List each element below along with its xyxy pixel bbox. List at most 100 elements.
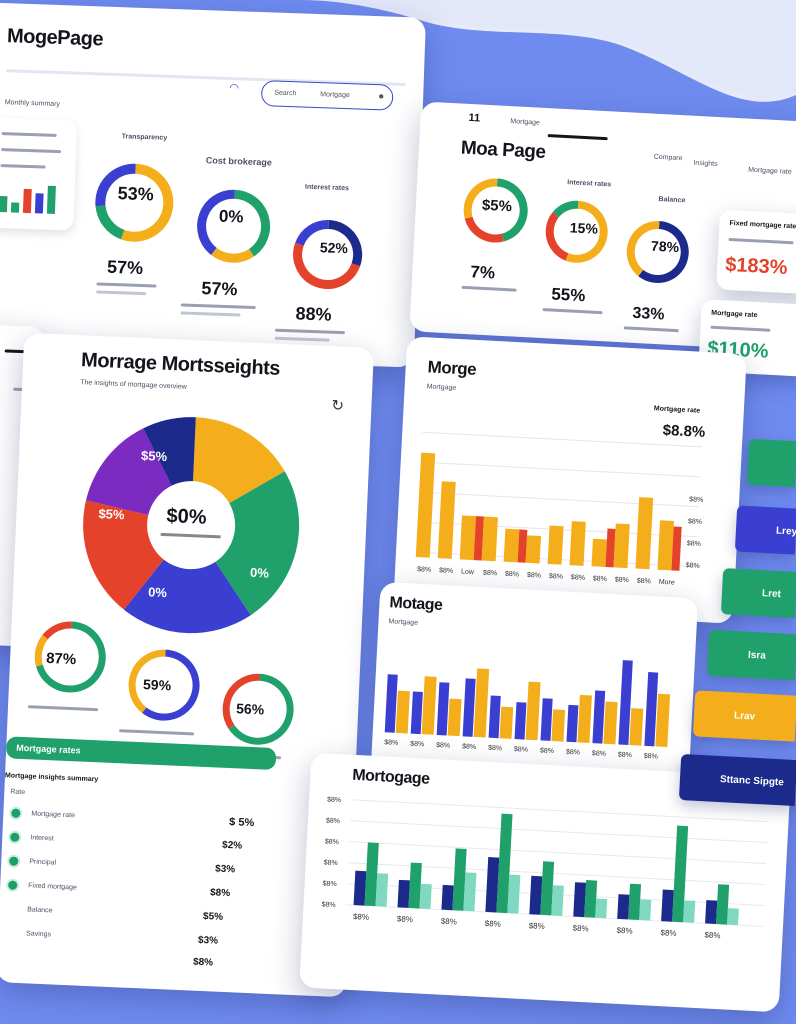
- bar-chart-3: $8% $8% $8% $8% $8% $8% $8% $8% $8% $8% $8% $8% $8% $…: [321, 796, 769, 940]
- bar: [415, 452, 436, 558]
- ring-1-segment: [36, 621, 106, 693]
- bar: [657, 520, 674, 571]
- bar: [410, 691, 423, 735]
- bar: [375, 873, 389, 907]
- stat-card-1: Fixed mortgage rate $183%: [715, 209, 796, 295]
- donut-2-segment: [211, 247, 254, 263]
- bar: [592, 690, 606, 744]
- bar: [421, 676, 437, 735]
- right-tab-1[interactable]: [746, 438, 796, 488]
- list-sub: Rate: [10, 788, 26, 797]
- y-tick-label: $8%: [689, 496, 703, 504]
- bar: [540, 861, 555, 916]
- bar: [447, 698, 462, 737]
- x-tick-label: $8%: [483, 570, 497, 578]
- donut-b-segment: [552, 200, 579, 218]
- bar: [525, 681, 541, 741]
- top-left-donuts: [95, 163, 363, 289]
- bar: [419, 883, 432, 910]
- ring-2-segment: [128, 649, 166, 713]
- bar: [551, 885, 564, 916]
- y-tick-label: $8%: [327, 796, 341, 804]
- bar: [441, 884, 454, 911]
- bar: [517, 529, 528, 563]
- donut-1-segment: [95, 163, 136, 207]
- x-tick-label: $8%: [436, 742, 450, 750]
- bar: [551, 709, 566, 742]
- gridline: [351, 799, 769, 823]
- donut-a-segment: [463, 178, 498, 219]
- gridline: [422, 431, 702, 448]
- bar: [529, 875, 543, 915]
- bar: [584, 880, 598, 918]
- y-tick-label: $8%: [325, 838, 339, 846]
- bar-panel-2: Motage Mortgage $8% $8% $8% $8% $8% $8% $8% $8%…: [369, 581, 699, 804]
- donut-c-segment: [626, 221, 660, 277]
- bar: [485, 856, 500, 913]
- donut-2-segment: [234, 189, 271, 257]
- donut-b-segment: [545, 212, 569, 261]
- bar: [514, 702, 527, 740]
- top-right-donuts: [463, 178, 689, 283]
- bar: [591, 538, 607, 567]
- bar: [473, 516, 484, 561]
- pie-label-2: $5%: [98, 506, 125, 523]
- y-tick-label: $8%: [688, 518, 702, 526]
- stat-card-1-value: $183%: [724, 253, 789, 280]
- x-tick-label: More: [659, 579, 675, 587]
- bar: [364, 842, 379, 907]
- x-tick-label: $8%: [441, 917, 457, 927]
- x-tick-label: $8%: [353, 912, 369, 922]
- pie-label-1: $5%: [140, 447, 168, 465]
- ring-value-2: 59%: [142, 676, 172, 694]
- x-tick-label: $8%: [637, 578, 651, 586]
- big-value-b: 55%: [550, 284, 586, 306]
- pie-hole: [147, 481, 236, 570]
- bar: [655, 693, 671, 748]
- x-tick-label: $8%: [488, 745, 502, 753]
- x-tick-label: $8%: [462, 743, 476, 751]
- bar: [671, 526, 682, 571]
- right-tab-6[interactable]: Sttanc Sipgte: [678, 753, 796, 807]
- right-tab-3[interactable]: Lret: [720, 568, 796, 618]
- x-tick-label: Low: [461, 568, 475, 576]
- big-value-3: 88%: [295, 303, 332, 325]
- x-tick-label: $8%: [616, 926, 632, 936]
- x-tick-label: $8%: [528, 921, 544, 931]
- big-value-a: 7%: [469, 262, 496, 283]
- bar: [566, 704, 579, 743]
- y-tick-label: $8%: [687, 540, 701, 548]
- bar: [603, 701, 618, 745]
- x-tick-label: $8%: [618, 751, 632, 759]
- bar: [463, 872, 477, 912]
- top-left-panel: MogePage Search Mortgage ● ◠ Monthly sum…: [0, 2, 426, 368]
- right-tab-5[interactable]: Lrav: [692, 690, 796, 742]
- right-tab-2[interactable]: Lrey: [734, 505, 796, 555]
- bar: [408, 862, 422, 909]
- bar: [644, 672, 659, 747]
- bar: [496, 813, 513, 914]
- x-tick-label: $8%: [644, 753, 658, 761]
- insights-panel: Morrage Mortsseights The insights of mor…: [0, 332, 375, 998]
- stat-card-1-label: Fixed mortgage rate: [729, 219, 796, 231]
- big-value-2: 57%: [201, 278, 238, 300]
- donut-b-segment: [565, 200, 608, 263]
- bar: [397, 879, 410, 908]
- gridline: [419, 491, 699, 508]
- bar: [452, 848, 467, 911]
- donut-label-c: Balance: [658, 195, 686, 205]
- bar: [635, 497, 654, 570]
- bar: [716, 884, 730, 925]
- bar: [628, 883, 642, 920]
- y-tick-label: $8%: [321, 901, 335, 909]
- donut-3-segment: [328, 220, 363, 267]
- donut-label-3: Interest rates: [304, 183, 350, 193]
- x-tick-label: $8%: [505, 571, 519, 579]
- right-tab-4[interactable]: Isra: [706, 629, 796, 681]
- bar: [639, 899, 652, 921]
- y-tick-label: $8%: [685, 562, 699, 570]
- bar: [577, 694, 592, 743]
- donut-3-segment: [295, 220, 329, 247]
- bar: [617, 894, 630, 920]
